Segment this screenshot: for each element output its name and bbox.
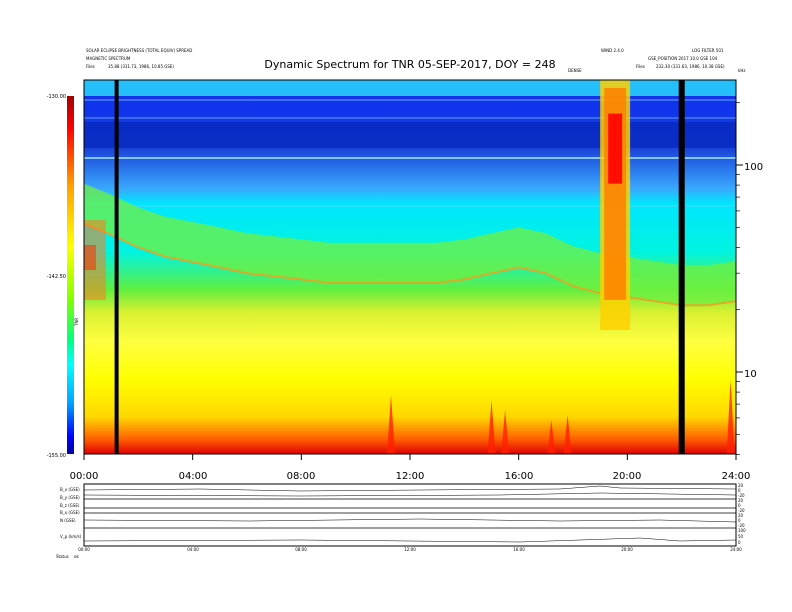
x-tick-0: 00:00: [70, 471, 99, 482]
sub-x-tick-16: 16:00: [513, 547, 525, 552]
sub-right-tick-4: 20: [738, 498, 744, 503]
y-tick-10: 10: [744, 369, 757, 380]
header-right-line1b: LOG FILTER 501: [692, 48, 724, 53]
sub-x-tick-0: 00:00: [78, 547, 90, 552]
spike-1: [387, 395, 395, 454]
spike-3: [501, 410, 510, 454]
radio-burst: [600, 80, 631, 330]
footer-value: ok: [74, 554, 79, 559]
sub-label-3: B_z (GSE): [60, 503, 80, 508]
y-top-label: kHz: [738, 68, 745, 73]
header-mid-tag: DENSE: [568, 68, 582, 73]
bottom-red-spikes: [387, 380, 735, 454]
sub-x-tick-12: 12:00: [404, 547, 416, 552]
header-right-files-label: Files: [636, 64, 645, 69]
sub-trace-2: [83, 492, 737, 497]
sub-right-tick-3: -20: [738, 493, 745, 498]
sub-trace-4: [83, 537, 737, 543]
colorbar-tick-bottom: -155.00: [47, 453, 66, 459]
spike-4: [547, 420, 556, 454]
y-tick-100: 100: [744, 162, 763, 173]
header-left-files-label: Files: [86, 64, 95, 69]
sub-label-1: B_x (GSE): [60, 487, 80, 492]
header-left-line1: SOLAR ECLIPSE BRIGHTNESS (TOTAL EQUIV) S…: [86, 48, 192, 53]
header-right-line1: WIND 2.4.0: [601, 48, 624, 53]
x-axis-ticks: [83, 454, 737, 460]
x-tick-4: 04:00: [179, 471, 208, 482]
colorbar-label: TNR: [74, 318, 79, 327]
sub-right-tick-9: -20: [738, 523, 745, 528]
x-tick-8: 08:00: [287, 471, 316, 482]
colorbar: [67, 96, 74, 454]
colorbar-tick-top: -130.00: [47, 94, 66, 100]
y-axis-ticks: [736, 102, 743, 455]
spectrogram: [84, 80, 736, 454]
chart-title: Dynamic Spectrum for TNR 05-SEP-2017, DO…: [264, 58, 555, 71]
sub-label-2: B_y (GSE): [60, 495, 80, 500]
sub-x-tick-20: 20:00: [621, 547, 633, 552]
sub-right-tick-12: 0: [738, 540, 741, 545]
spike-2: [487, 400, 496, 454]
header-right-files-value: 232.30 (331.63, 1986, 10.38 GSE): [656, 64, 725, 69]
sub-x-tick-4: 04:00: [187, 547, 199, 552]
sub-right-tick-2: 0: [738, 488, 741, 493]
sub-panels: B_x (GSE) B_y (GSE) B_z (GSE) B_x (GSE) …: [56, 483, 746, 559]
sub-right-tick-1: 20: [738, 483, 744, 488]
x-tick-16: 16:00: [505, 471, 534, 482]
data-gap-2: [678, 80, 685, 454]
radio-burst-layer-3: [608, 113, 623, 184]
dark-blue-band: [84, 122, 736, 148]
header-left-files-value: 35.88 (331.73, 1986, 10.85 GSE): [108, 64, 174, 69]
sub-trace-3: [83, 518, 737, 523]
sub-right-tick-5: 0: [738, 503, 741, 508]
sub-right-tick-8: 0: [738, 518, 741, 523]
colorbar-tick-mid: -142.50: [47, 274, 66, 280]
header-left-line2: MAGNETIC SPECTRUM: [86, 56, 131, 61]
header-right-line2: GSE_POSITION 2017 10.0 GSE 104: [648, 56, 718, 61]
x-tick-20: 20:00: [613, 471, 642, 482]
sub-right-tick-10: 100: [738, 528, 746, 533]
x-tick-12: 12:00: [396, 471, 425, 482]
sub-right-tick-6: -20: [738, 508, 745, 513]
left-red-patch: [84, 245, 96, 270]
x-tick-24: 24:00: [722, 471, 751, 482]
footer-label: Status: [56, 554, 69, 559]
spike-5: [563, 415, 572, 454]
sub-label-6: V_p (km/s): [60, 534, 82, 539]
data-gap-1: [114, 80, 119, 454]
plasma-green-region: [84, 183, 736, 306]
sub-trace-1: [83, 485, 737, 492]
sub-right-tick-7: 20: [738, 513, 744, 518]
sub-x-tick-24: 24:00: [730, 547, 742, 552]
spike-6: [726, 380, 735, 454]
top-cyan-band: [84, 80, 736, 96]
sub-panels-frame: [83, 483, 737, 547]
sub-x-tick-8: 08:00: [295, 547, 307, 552]
sub-label-4: B_x (GSE): [60, 510, 80, 515]
sub-label-5: N (GSE): [60, 518, 76, 523]
sub-right-tick-11: 50: [738, 534, 744, 539]
